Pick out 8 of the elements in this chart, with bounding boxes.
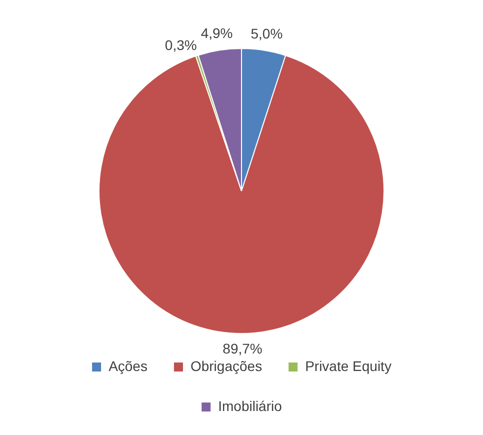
data-label: 0,3% — [164, 37, 197, 54]
legend-label: Imobiliário — [218, 398, 282, 414]
legend-label: Ações — [108, 358, 148, 374]
legend-label: Obrigações — [190, 358, 262, 374]
data-label: 4,9% — [200, 25, 233, 42]
data-label: 5,0% — [250, 25, 283, 42]
legend-label: Private Equity — [305, 358, 392, 374]
data-label: 89,7% — [222, 340, 262, 356]
